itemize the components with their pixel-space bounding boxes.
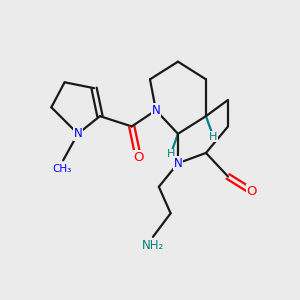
Text: O: O — [246, 185, 257, 198]
Text: N: N — [74, 127, 82, 140]
Text: H: H — [167, 149, 175, 159]
Text: NH₂: NH₂ — [142, 239, 164, 252]
Text: O: O — [133, 151, 143, 164]
Text: CH₃: CH₃ — [52, 164, 71, 173]
Text: H: H — [209, 132, 218, 142]
Text: N: N — [152, 104, 160, 117]
Text: N: N — [174, 157, 182, 170]
